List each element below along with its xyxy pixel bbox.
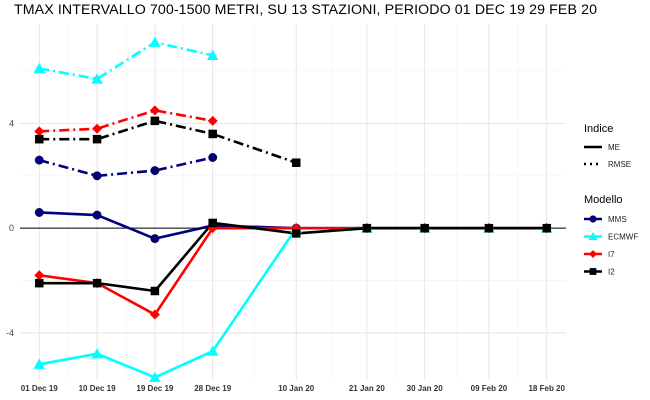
data-point-i7-me bbox=[149, 309, 160, 320]
series-line-i7-rmse bbox=[39, 109, 213, 133]
x-tick-label: 10 Dec 19 bbox=[79, 384, 116, 393]
data-point-i2-me bbox=[420, 223, 429, 233]
legend-key-marker-mms bbox=[589, 215, 597, 223]
data-point-i2-me bbox=[484, 223, 494, 233]
legend-label-i7: I7 bbox=[608, 250, 615, 259]
data-point-i2-rmse bbox=[35, 134, 44, 144]
data-point-ecmwf-me bbox=[33, 358, 46, 369]
chart-title: TMAX INTERVALLO 700-1500 METRI, SU 13 ST… bbox=[14, 2, 598, 18]
data-point-ecmwf-me bbox=[149, 371, 161, 382]
legend-label-me: ME bbox=[608, 143, 620, 152]
x-tick-label: 28 Dec 19 bbox=[194, 384, 231, 393]
y-tick-label: -4 bbox=[6, 328, 14, 338]
legend-modello-title: Modello bbox=[584, 194, 623, 206]
legend-key-marker-i7 bbox=[589, 250, 597, 258]
legend-label-mms: MMS bbox=[608, 215, 627, 224]
legend-key-marker-i2 bbox=[589, 268, 597, 275]
data-point-i2-rmse bbox=[208, 129, 217, 139]
data-point-i2-me bbox=[362, 223, 372, 233]
data-point-i2-me bbox=[150, 286, 160, 296]
x-tick-label: 18 Feb 20 bbox=[528, 384, 565, 393]
x-tick-label: 19 Dec 19 bbox=[136, 384, 173, 393]
data-point-ecmwf-me bbox=[206, 345, 219, 356]
data-point-i2-me bbox=[92, 278, 102, 288]
legend-key-marker-ecmwf bbox=[588, 231, 598, 241]
series-line-ecmwf-me bbox=[39, 226, 547, 379]
data-point-mms-rmse bbox=[92, 171, 102, 181]
data-point-i7-rmse bbox=[92, 123, 103, 134]
legend-label-i2: I2 bbox=[608, 268, 615, 277]
data-point-ecmwf-me bbox=[91, 348, 103, 359]
data-point-i2-me bbox=[542, 223, 551, 233]
data-point-mms-rmse bbox=[34, 155, 44, 165]
data-point-ecmwf-rmse bbox=[33, 62, 46, 74]
data-point-mms-me bbox=[150, 234, 160, 244]
data-point-mms-rmse bbox=[150, 166, 160, 176]
y-tick-label: 0 bbox=[9, 223, 14, 233]
legend-label-ecmwf: ECMWF bbox=[608, 233, 638, 242]
data-point-ecmwf-rmse bbox=[206, 49, 219, 61]
series-line-ecmwf-rmse bbox=[39, 41, 213, 81]
x-tick-label: 10 Jan 20 bbox=[278, 384, 315, 393]
data-point-ecmwf-rmse bbox=[91, 73, 103, 84]
data-point-i2-me bbox=[35, 278, 44, 288]
series-line-i2-rmse bbox=[39, 119, 297, 164]
legend-indice-title: Indice bbox=[584, 123, 613, 135]
data-point-i7-me bbox=[34, 270, 45, 281]
data-point-i7-rmse bbox=[34, 126, 45, 137]
data-point-i7-rmse bbox=[207, 115, 218, 126]
data-point-i2-rmse bbox=[92, 134, 102, 144]
data-point-i2-rmse bbox=[150, 116, 160, 126]
series-line-i7-me bbox=[39, 226, 547, 316]
x-tick-label: 01 Dec 19 bbox=[21, 384, 58, 393]
data-point-mms-rmse bbox=[208, 153, 218, 162]
x-tick-label: 09 Feb 20 bbox=[471, 384, 508, 393]
data-point-ecmwf-rmse bbox=[149, 36, 161, 47]
y-tick-label: 4 bbox=[9, 118, 14, 128]
series-line-mms-rmse bbox=[38, 156, 213, 178]
x-tick-label: 21 Jan 20 bbox=[349, 384, 386, 393]
data-point-i2-me bbox=[291, 229, 301, 238]
data-point-i7-rmse bbox=[149, 105, 160, 116]
data-point-mms-me bbox=[92, 210, 102, 220]
data-point-i2-me bbox=[208, 218, 217, 228]
data-point-i2-rmse bbox=[291, 158, 301, 167]
data-point-mms-me bbox=[34, 208, 44, 217]
x-tick-label: 30 Jan 20 bbox=[407, 384, 444, 393]
legend-label-rmse: RMSE bbox=[608, 160, 631, 169]
